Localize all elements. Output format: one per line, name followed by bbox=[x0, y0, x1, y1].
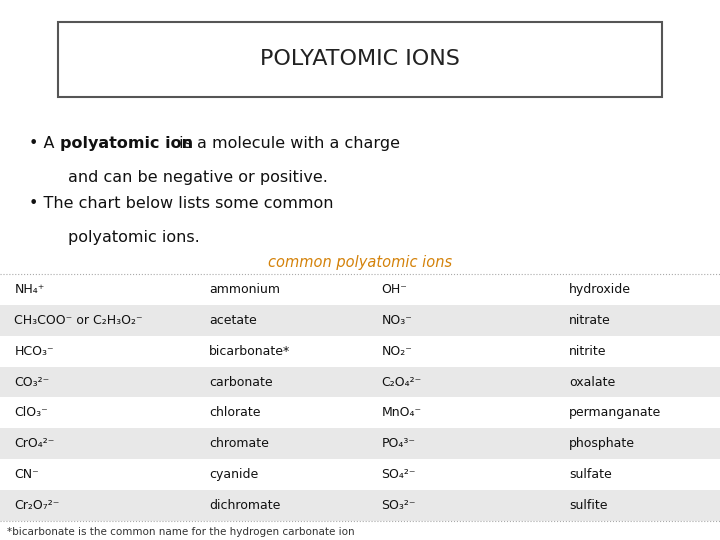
Text: polyatomic ions.: polyatomic ions. bbox=[68, 230, 200, 245]
Text: carbonate: carbonate bbox=[209, 375, 272, 389]
Text: nitrite: nitrite bbox=[569, 345, 606, 358]
Text: is a molecule with a charge: is a molecule with a charge bbox=[174, 136, 400, 151]
Text: phosphate: phosphate bbox=[569, 437, 635, 450]
Text: common polyatomic ions: common polyatomic ions bbox=[268, 255, 452, 270]
Text: ammonium: ammonium bbox=[209, 283, 280, 296]
Text: *bicarbonate is the common name for the hydrogen carbonate ion: *bicarbonate is the common name for the … bbox=[7, 527, 355, 537]
Bar bbox=[360, 336, 720, 367]
Bar bbox=[360, 459, 720, 490]
Text: • A: • A bbox=[29, 136, 60, 151]
Text: POLYATOMIC IONS: POLYATOMIC IONS bbox=[260, 49, 460, 70]
Text: and can be negative or positive.: and can be negative or positive. bbox=[68, 170, 328, 185]
Text: • The chart below lists some common: • The chart below lists some common bbox=[29, 196, 333, 211]
Text: C₂O₄²⁻: C₂O₄²⁻ bbox=[382, 375, 422, 389]
Text: HCO₃⁻: HCO₃⁻ bbox=[14, 345, 54, 358]
Bar bbox=[360, 305, 720, 336]
Text: chromate: chromate bbox=[209, 437, 269, 450]
Text: NH₄⁺: NH₄⁺ bbox=[14, 283, 45, 296]
Bar bbox=[360, 367, 720, 397]
Text: permanganate: permanganate bbox=[569, 406, 661, 420]
Bar bbox=[360, 397, 720, 428]
Text: CH₃COO⁻ or C₂H₃O₂⁻: CH₃COO⁻ or C₂H₃O₂⁻ bbox=[14, 314, 143, 327]
Bar bbox=[0, 305, 360, 336]
Bar bbox=[0, 397, 360, 428]
Text: NO₃⁻: NO₃⁻ bbox=[382, 314, 413, 327]
Text: dichromate: dichromate bbox=[209, 498, 280, 512]
Text: SO₃²⁻: SO₃²⁻ bbox=[382, 498, 416, 512]
Bar bbox=[0, 428, 360, 459]
Text: cyanide: cyanide bbox=[209, 468, 258, 481]
Bar bbox=[0, 367, 360, 397]
Text: MnO₄⁻: MnO₄⁻ bbox=[382, 406, 422, 420]
Text: NO₂⁻: NO₂⁻ bbox=[382, 345, 413, 358]
Text: polyatomic ion: polyatomic ion bbox=[60, 136, 193, 151]
Bar bbox=[360, 428, 720, 459]
Text: nitrate: nitrate bbox=[569, 314, 611, 327]
Bar bbox=[360, 490, 720, 521]
Text: bicarbonate*: bicarbonate* bbox=[209, 345, 290, 358]
Text: hydroxide: hydroxide bbox=[569, 283, 631, 296]
Bar bbox=[0, 490, 360, 521]
Text: CN⁻: CN⁻ bbox=[14, 468, 39, 481]
Text: ClO₃⁻: ClO₃⁻ bbox=[14, 406, 48, 420]
Text: Cr₂O₇²⁻: Cr₂O₇²⁻ bbox=[14, 498, 60, 512]
Text: OH⁻: OH⁻ bbox=[382, 283, 408, 296]
Text: sulfate: sulfate bbox=[569, 468, 611, 481]
Text: sulfite: sulfite bbox=[569, 498, 607, 512]
Text: CrO₄²⁻: CrO₄²⁻ bbox=[14, 437, 55, 450]
Text: chlorate: chlorate bbox=[209, 406, 261, 420]
Bar bbox=[360, 274, 720, 305]
Text: acetate: acetate bbox=[209, 314, 256, 327]
FancyBboxPatch shape bbox=[58, 22, 662, 97]
Text: CO₃²⁻: CO₃²⁻ bbox=[14, 375, 50, 389]
Bar bbox=[0, 459, 360, 490]
Text: oxalate: oxalate bbox=[569, 375, 615, 389]
Text: PO₄³⁻: PO₄³⁻ bbox=[382, 437, 415, 450]
Bar bbox=[0, 336, 360, 367]
Text: SO₄²⁻: SO₄²⁻ bbox=[382, 468, 416, 481]
Bar bbox=[0, 274, 360, 305]
